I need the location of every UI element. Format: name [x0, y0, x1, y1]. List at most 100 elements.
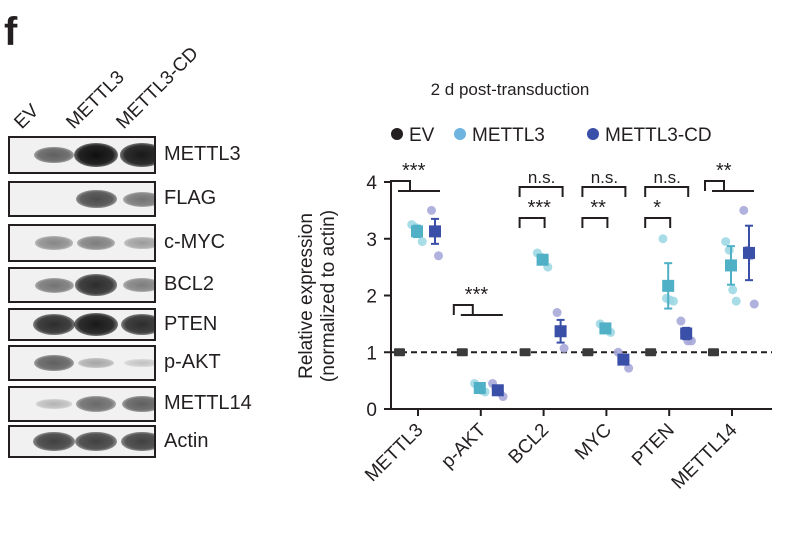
mean-marker — [708, 348, 719, 357]
bracket-line — [452, 304, 474, 315]
bracket-line — [644, 186, 690, 197]
significance-label: ** — [590, 197, 606, 219]
mean-marker — [456, 348, 468, 357]
significance-label: n.s. — [591, 168, 618, 187]
blot-label: PTEN — [164, 312, 218, 335]
significance-bracket: n.s. — [518, 168, 564, 197]
blot-row-p-akt — [8, 345, 156, 381]
band — [34, 146, 74, 164]
significance-bracket: ** — [581, 197, 609, 228]
significance-bracket: ** — [704, 160, 754, 192]
y-axis-label-line1: Relative expression — [296, 213, 317, 379]
blot-label: Actin — [164, 429, 209, 452]
data-point — [731, 296, 741, 306]
y-tick-label: 0 — [366, 400, 377, 421]
blot-label: c-MYC — [164, 231, 226, 253]
mean-marker — [743, 246, 755, 259]
mean-marker — [536, 253, 549, 266]
data-point — [749, 299, 759, 309]
band — [120, 313, 154, 336]
bracket-line — [644, 217, 672, 228]
mean-marker — [617, 353, 630, 366]
band — [121, 431, 154, 452]
bracket-line — [581, 186, 627, 197]
band — [34, 277, 74, 293]
legend-item-mettl3-cd: METTL3-CD — [587, 125, 712, 146]
mean-marker — [599, 322, 612, 335]
legend: EV METTL3 METTL3-CD — [391, 125, 712, 146]
mean-marker — [645, 348, 657, 357]
data-point — [721, 237, 731, 247]
band — [33, 431, 75, 452]
blot-label: METTL14 — [164, 392, 252, 414]
significance-bracket: * — [644, 197, 672, 228]
series-mettl3-cd — [427, 205, 759, 402]
data-point — [624, 363, 634, 373]
mean-marker — [429, 225, 441, 238]
bracket-line — [581, 217, 609, 228]
data-point — [559, 343, 569, 353]
y-tick-label: 4 — [366, 173, 377, 194]
y-axis-label: Relative expression (normalized to actin… — [296, 210, 339, 382]
x-tick-label: p-AKT — [437, 419, 490, 472]
legend-item-mettl3: METTL3 — [454, 125, 545, 146]
significance-label: ** — [716, 160, 732, 182]
x-tick-label: METTL3 — [361, 420, 427, 486]
x-tick-label: MYC — [571, 420, 616, 465]
blot-row-flag — [8, 181, 156, 217]
legend-marker — [391, 128, 403, 140]
data-point — [434, 251, 443, 261]
x-tick-label: METTL14 — [668, 419, 742, 493]
data-point — [668, 296, 678, 306]
significance-label: *** — [402, 160, 426, 182]
significance-annotations: *** *** *** n.s. ** n.s. * n.s. ** — [390, 160, 754, 316]
y-axis-label-line2: (normalized to actin) — [318, 210, 339, 382]
blot-label: METTL3 — [164, 143, 241, 165]
data-point — [552, 308, 562, 318]
band — [77, 357, 115, 369]
band — [124, 358, 154, 368]
mean-marker — [519, 348, 531, 357]
mean-marker — [662, 279, 675, 292]
blot-label: FLAG — [164, 187, 217, 209]
data-point — [658, 234, 668, 244]
blot-label: p-AKT — [164, 351, 221, 373]
significance-label: * — [653, 197, 661, 219]
significance-label: *** — [528, 197, 552, 219]
legend-marker — [587, 128, 599, 140]
significance-bracket: *** — [390, 160, 440, 192]
panel-letter: f — [4, 10, 18, 54]
band — [122, 277, 154, 293]
legend-label: EV — [409, 125, 435, 146]
blot-row-bcl2 — [8, 267, 156, 303]
band — [32, 313, 76, 336]
legend-item-ev: EV — [391, 125, 435, 146]
data-point — [739, 205, 749, 215]
blot-row-pten — [8, 308, 156, 341]
significance-bracket: *** — [518, 197, 552, 228]
data-point — [417, 237, 427, 247]
band — [120, 143, 154, 167]
mean-marker — [725, 259, 737, 272]
band — [75, 431, 117, 452]
significance-bracket: *** — [452, 284, 503, 316]
blot-row-c-myc — [8, 224, 156, 262]
mean-marker — [473, 382, 486, 395]
band — [74, 143, 118, 167]
mean-marker — [491, 384, 504, 397]
blot-row-actin — [8, 425, 156, 458]
band — [74, 312, 118, 337]
chart-title: 2 d post-transduction — [431, 80, 590, 99]
y-tick-label: 3 — [366, 230, 377, 251]
band — [36, 399, 72, 409]
significance-label: *** — [465, 284, 489, 306]
blot-row-mettl3 — [8, 136, 156, 174]
significance-label: n.s. — [528, 168, 555, 187]
blot-row-mettl14 — [8, 386, 156, 422]
y-tick-label: 1 — [366, 343, 377, 364]
significance-bracket: n.s. — [644, 168, 690, 197]
data-marks — [394, 205, 759, 402]
bracket-line — [518, 186, 564, 197]
bracket-line — [390, 180, 411, 191]
